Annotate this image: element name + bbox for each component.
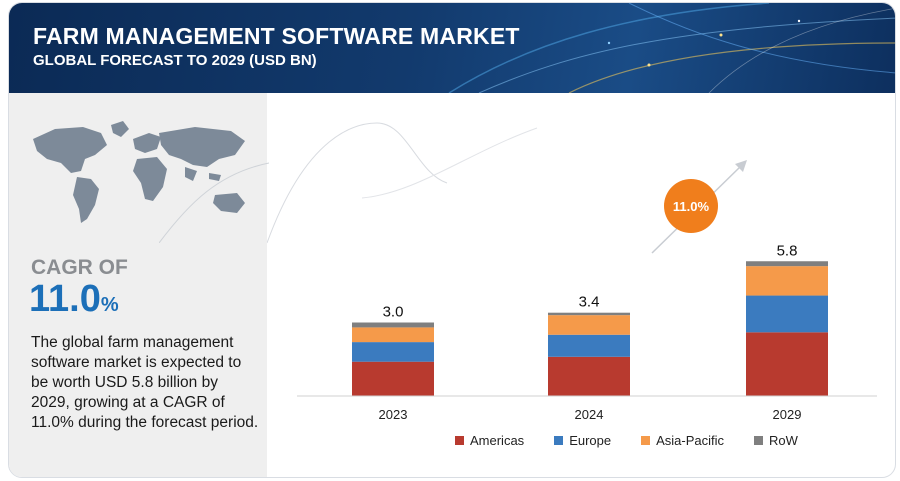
stacked-bar-chart: 3.0 2023 3.4 2024 5.8 2029 11.0% xyxy=(267,122,877,422)
background-curve xyxy=(361,127,538,199)
decorative-curve xyxy=(159,162,269,243)
x-tick-label-2024: 2024 xyxy=(575,407,604,422)
bar-asia-pacific-2029 xyxy=(746,266,828,296)
total-label-2023: 3.0 xyxy=(383,304,404,321)
cagr-number: 11.0 xyxy=(29,278,101,320)
chart-legend: Americas Europe Asia-Pacific RoW xyxy=(455,433,798,448)
summary-panel: CAGR OF 11.0% The global farm management… xyxy=(9,93,269,477)
legend-item-row: RoW xyxy=(754,433,798,448)
cagr-unit: % xyxy=(100,294,119,316)
legend-label: Europe xyxy=(569,433,612,448)
legend-item-europe: Europe xyxy=(554,433,611,448)
bar-row-2029 xyxy=(746,261,828,267)
legend-item-asia-pacific: Asia-Pacific xyxy=(641,433,724,448)
bar-asia-pacific-2024 xyxy=(548,315,630,335)
bar-americas-2023 xyxy=(352,361,434,396)
legend-swatch xyxy=(455,436,464,445)
infographic-frame: FARM MANAGEMENT SOFTWARE MARKET GLOBAL F… xyxy=(8,2,896,478)
growth-arrow-head xyxy=(735,160,747,172)
total-label-2024: 3.4 xyxy=(579,294,600,311)
x-tick-label-2029: 2029 xyxy=(773,407,802,422)
world-map-icon xyxy=(33,121,245,223)
bar-europe-2024 xyxy=(548,334,630,357)
legend-item-americas: Americas xyxy=(455,433,524,448)
page-subtitle: GLOBAL FORECAST TO 2029 (USD BN) xyxy=(33,52,317,69)
bar-americas-2024 xyxy=(548,356,630,396)
bar-europe-2023 xyxy=(352,342,434,362)
total-label-2029: 5.8 xyxy=(777,242,798,259)
legend-label: RoW xyxy=(769,433,798,448)
light-streaks-decoration xyxy=(448,3,895,93)
x-tick-label-2023: 2023 xyxy=(379,407,408,422)
cagr-badge xyxy=(664,179,718,233)
bar-asia-pacific-2023 xyxy=(352,327,434,343)
legend-swatch xyxy=(554,436,564,445)
background-curve xyxy=(267,122,448,244)
legend-label: Americas xyxy=(470,433,525,448)
page-title: FARM MANAGEMENT SOFTWARE MARKET xyxy=(33,23,520,49)
cagr-badge-label: 11.0% xyxy=(673,199,710,214)
bar-europe-2029 xyxy=(746,295,828,333)
market-description: The global farm management software mark… xyxy=(31,334,259,431)
cagr-label: CAGR OF xyxy=(31,256,128,279)
bar-row-2024 xyxy=(548,312,630,316)
legend-label: Asia-Pacific xyxy=(656,433,725,448)
header-banner: FARM MANAGEMENT SOFTWARE MARKET GLOBAL F… xyxy=(9,3,895,93)
legend-swatch xyxy=(754,436,764,445)
legend-swatch xyxy=(641,436,651,445)
bar-americas-2029 xyxy=(746,332,828,396)
bar-row-2023 xyxy=(352,322,434,328)
cagr-value: 11.0% xyxy=(29,278,119,321)
